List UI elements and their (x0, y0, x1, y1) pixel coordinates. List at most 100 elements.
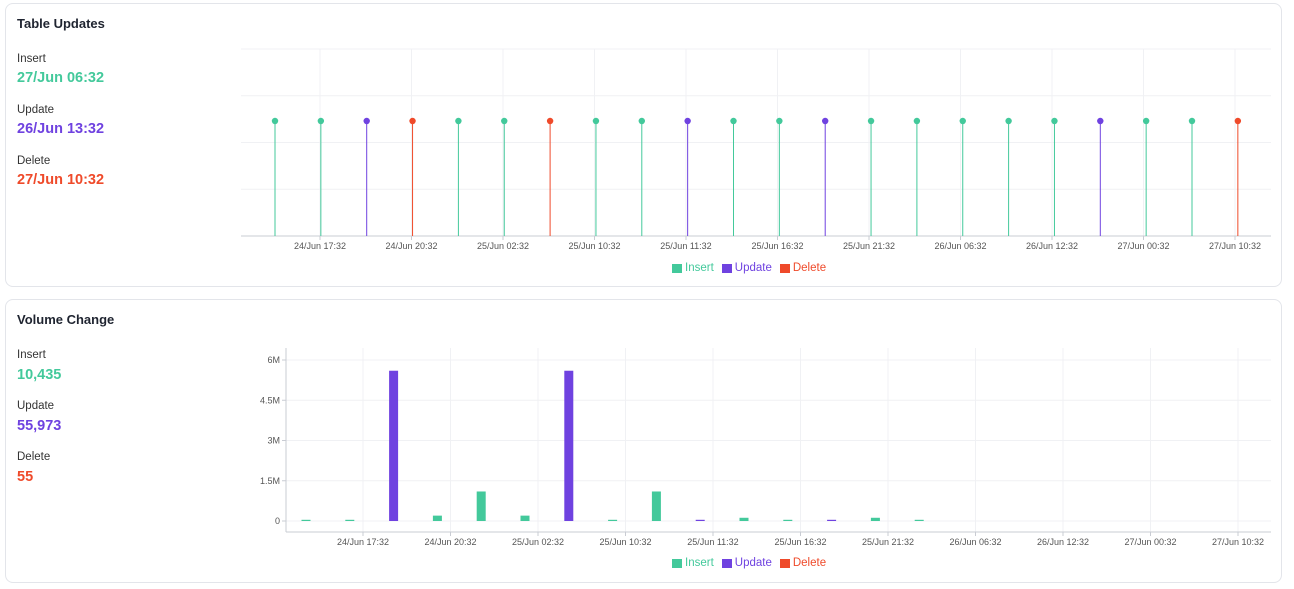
bar-update (695, 519, 705, 521)
legend-swatch-insert (672, 558, 682, 568)
event-point-update (684, 117, 691, 125)
x-tick-label: 26/Jun 06:32 (949, 537, 1001, 547)
legend-label-delete: Delete (792, 557, 827, 569)
x-tick-label: 25/Jun 11:32 (687, 537, 738, 547)
legend-item-update[interactable]: Update (721, 557, 772, 569)
event-point-delete (546, 117, 554, 125)
legend-label-insert: Insert (685, 262, 714, 274)
legend-swatch-delete (779, 263, 790, 273)
bar-insert (739, 517, 749, 521)
event-point-insert (867, 117, 875, 125)
event-point-insert (1051, 117, 1058, 125)
bar-update (564, 370, 574, 521)
update-stat-value: 55,973 (17, 418, 62, 434)
event-point-update (363, 117, 370, 125)
volume-change-chart: 0 1.5M 3M 4.5M 6M 24/Jun 17:32 24/Jun 20:32 25/… (260, 348, 1271, 547)
delete-stat-value: 27/Jun 10:32 (17, 172, 105, 188)
event-point-insert (455, 117, 462, 125)
legend-item-insert[interactable]: Insert (672, 557, 714, 569)
event-point-insert (959, 117, 966, 125)
x-tick-label: 27/Jun 10:32 (1212, 537, 1264, 547)
x-tick-label: 25/Jun 16:32 (774, 537, 826, 547)
bar-insert (914, 519, 924, 521)
insert-stat-value: 10,435 (17, 367, 62, 383)
bar-insert (783, 519, 793, 521)
y-tick-label: 0 (275, 516, 280, 526)
event-point-insert (501, 117, 508, 125)
delete-stat-label: Delete (17, 155, 51, 167)
event-point-insert (776, 117, 783, 125)
table-updates-chart: 24/Jun 17:32 24/Jun 20:32 25/Jun 02:32 25/J… (241, 48, 1271, 251)
bar-insert (301, 519, 311, 521)
x-tick-label: 25/Jun 16:32 (751, 241, 803, 251)
x-tick-label: 24/Jun 20:32 (424, 537, 476, 547)
x-tick-label: 24/Jun 17:32 (337, 537, 389, 547)
event-point-insert (271, 117, 279, 125)
event-point-insert (1142, 117, 1150, 125)
bar-insert (608, 519, 618, 521)
event-point-insert (1005, 117, 1012, 125)
update-stat-label: Update (17, 400, 55, 412)
x-tick-label: 25/Jun 02:32 (512, 537, 564, 547)
x-tick-label: 24/Jun 20:32 (385, 241, 437, 251)
legend-swatch-insert (672, 263, 682, 273)
event-point-delete (409, 117, 416, 125)
x-tick-label: 27/Jun 00:32 (1124, 537, 1176, 547)
legend-item-delete[interactable]: Delete (779, 262, 827, 274)
legend-swatch-delete (779, 558, 790, 568)
x-tick-label: 26/Jun 06:32 (934, 241, 986, 251)
x-tick-label: 27/Jun 10:32 (1209, 241, 1261, 251)
legend-label-delete: Delete (792, 262, 827, 274)
x-tick-label: 27/Jun 00:32 (1117, 241, 1169, 251)
y-tick-label: 3M (267, 436, 280, 446)
volume-change-card: Volume Change Insert 10,435 Update 55,97… (5, 299, 1282, 583)
event-point-insert (730, 117, 737, 125)
update-stat-value: 26/Jun 13:32 (17, 121, 105, 137)
x-tick-label: 25/Jun 11:32 (660, 241, 711, 251)
x-tick-label: 26/Jun 12:32 (1026, 241, 1078, 251)
legend-swatch-update (721, 558, 732, 568)
insert-stat-label: Insert (17, 349, 46, 361)
bar-update (389, 370, 399, 521)
bar-update (827, 519, 837, 521)
legend-item-insert[interactable]: Insert (672, 262, 714, 274)
event-point-update (822, 117, 829, 125)
legend-label-insert: Insert (685, 557, 714, 569)
card-title: Volume Change (17, 312, 115, 327)
event-point-insert (1188, 117, 1196, 125)
bar-insert (651, 491, 661, 521)
update-stat-label: Update (17, 104, 55, 116)
y-tick-label: 6M (267, 355, 280, 365)
legend-item-delete[interactable]: Delete (779, 557, 827, 569)
x-tick-label: 25/Jun 21:32 (862, 537, 914, 547)
event-point-update (1097, 117, 1104, 125)
x-tick-label: 25/Jun 10:32 (599, 537, 651, 547)
y-tick-label: 1.5M (260, 476, 280, 486)
x-tick-label: 24/Jun 17:32 (294, 241, 346, 251)
card-title: Table Updates (17, 16, 105, 31)
event-point-insert (913, 117, 921, 125)
delete-stat-value: 55 (17, 469, 34, 485)
event-point-delete (1234, 117, 1242, 125)
chart-legend: Insert Update Delete (672, 557, 826, 569)
bar-insert (345, 519, 355, 521)
insert-stat-value: 27/Jun 06:32 (17, 70, 105, 86)
event-point-insert (317, 117, 325, 125)
x-tick-label: 25/Jun 10:32 (568, 241, 620, 251)
legend-item-update[interactable]: Update (721, 262, 772, 274)
x-tick-label: 26/Jun 12:32 (1037, 537, 1089, 547)
bar-insert (520, 515, 530, 521)
event-point-insert (592, 117, 600, 125)
legend-label-update: Update (734, 262, 772, 274)
y-tick-label: 4.5M (260, 395, 280, 405)
bar-insert (432, 515, 442, 521)
delete-stat-label: Delete (17, 451, 51, 463)
table-updates-card: Table Updates Insert 27/Jun 06:32 Update… (5, 3, 1282, 287)
legend-label-update: Update (734, 557, 772, 569)
insert-stat-label: Insert (17, 53, 46, 65)
bar-insert (476, 491, 486, 521)
chart-legend: Insert Update Delete (672, 262, 826, 274)
x-tick-label: 25/Jun 02:32 (477, 241, 529, 251)
x-tick-label: 25/Jun 21:32 (843, 241, 895, 251)
bar-insert (870, 517, 880, 521)
